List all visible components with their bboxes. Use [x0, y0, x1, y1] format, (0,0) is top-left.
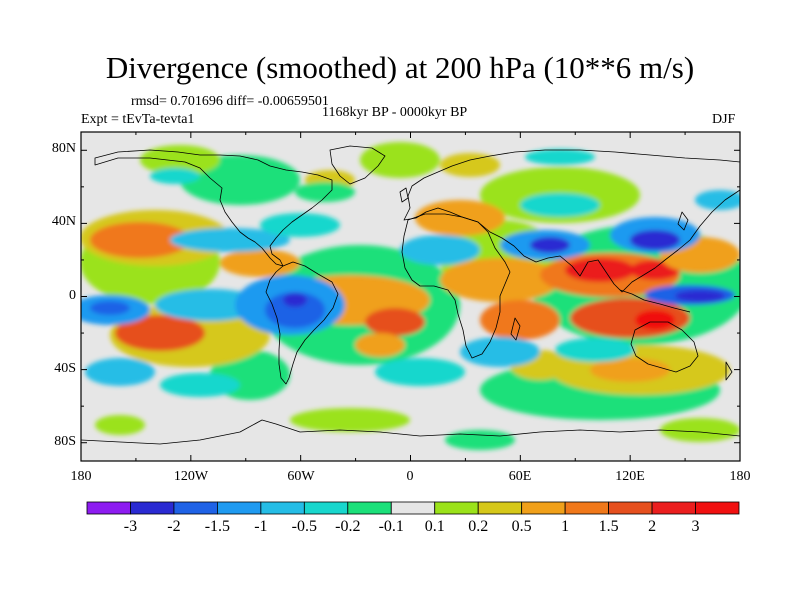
colorbar-label: -1: [254, 518, 268, 535]
x-tick-label: 120W: [173, 469, 209, 484]
colorbar-label: -2: [167, 518, 181, 535]
colorbar-label: -0.5: [291, 518, 317, 535]
x-tick-label: 180: [70, 469, 92, 484]
colorbar-swatch: [434, 501, 479, 515]
period-text: 1168kyr BP - 0000kyr BP: [322, 105, 468, 120]
colorbar-label: -1.5: [204, 518, 231, 535]
colorbar-swatch: [651, 501, 696, 515]
africa-coastline: [401, 213, 511, 359]
british-isles-coastline: [399, 187, 409, 203]
x-tick-label: 0: [406, 469, 414, 484]
contour-fill-layer: [81, 142, 740, 450]
australia-coastline: [630, 321, 699, 373]
axis-tick-marks: [80, 132, 741, 461]
south-america-coastline: [265, 261, 339, 385]
new-zealand-coastline: [725, 361, 733, 381]
colorbar-swatch: [608, 501, 653, 515]
x-tick-label: 60W: [287, 469, 315, 484]
y-tick-label: 80N: [51, 141, 76, 156]
colorbar-label: 1: [561, 518, 570, 535]
colorbar-swatch: [347, 501, 392, 515]
colorbar-label: -0.1: [378, 518, 404, 535]
colorbar-swatch: [216, 501, 262, 515]
madagascar-coastline: [510, 317, 521, 341]
y-tick-label: 0: [69, 288, 76, 303]
colorbar-label: 1.5: [598, 518, 619, 535]
colorbar-label: -0.2: [335, 518, 361, 535]
colorbar-label: 3: [691, 518, 700, 535]
colorbar-swatch: [564, 501, 610, 515]
x-tick-label: 180: [729, 469, 751, 484]
stats-text: rmsd= 0.701696 diff= -0.00659501: [131, 94, 329, 109]
colorbar-label: 0.2: [468, 518, 489, 535]
antarctica-coastline: [81, 419, 740, 445]
experiment-label: Expt = tEvTa-tevta1: [81, 112, 195, 127]
colorbar-swatch: [477, 501, 523, 515]
map-title: Divergence (smoothed) at 200 hPa (10**6 …: [105, 50, 695, 85]
colorbar-label: 2: [648, 518, 657, 535]
season-label: DJF: [712, 112, 736, 127]
colorbar-swatch: [521, 501, 566, 515]
colorbar-swatch: [303, 501, 349, 515]
y-tick-label: 40N: [51, 214, 76, 229]
colorbar-swatch: [695, 501, 740, 515]
colorbar-swatch: [260, 501, 305, 515]
maritime-continent-coastline: [619, 289, 691, 313]
y-tick-label: 40S: [54, 361, 76, 376]
x-tick-label: 60E: [508, 469, 532, 484]
colorbar-label: 0.5: [511, 518, 532, 535]
colorbar-label: 0.1: [424, 518, 445, 535]
colorbar-swatch: [173, 501, 218, 515]
colorbar-swatch: [130, 501, 175, 515]
y-tick-label: 80S: [54, 434, 76, 449]
north-america-coastline: [94, 149, 333, 267]
japan-coastline: [677, 211, 689, 231]
colorbar-swatch: [86, 501, 131, 515]
greenland-coastline: [329, 145, 386, 185]
colorbar: [86, 501, 740, 515]
colorbar-swatch: [390, 501, 436, 515]
coastline-layer: [81, 145, 740, 445]
x-tick-label: 120E: [615, 469, 645, 484]
eurasia-coastline: [403, 149, 740, 293]
colorbar-label: -3: [123, 518, 138, 535]
